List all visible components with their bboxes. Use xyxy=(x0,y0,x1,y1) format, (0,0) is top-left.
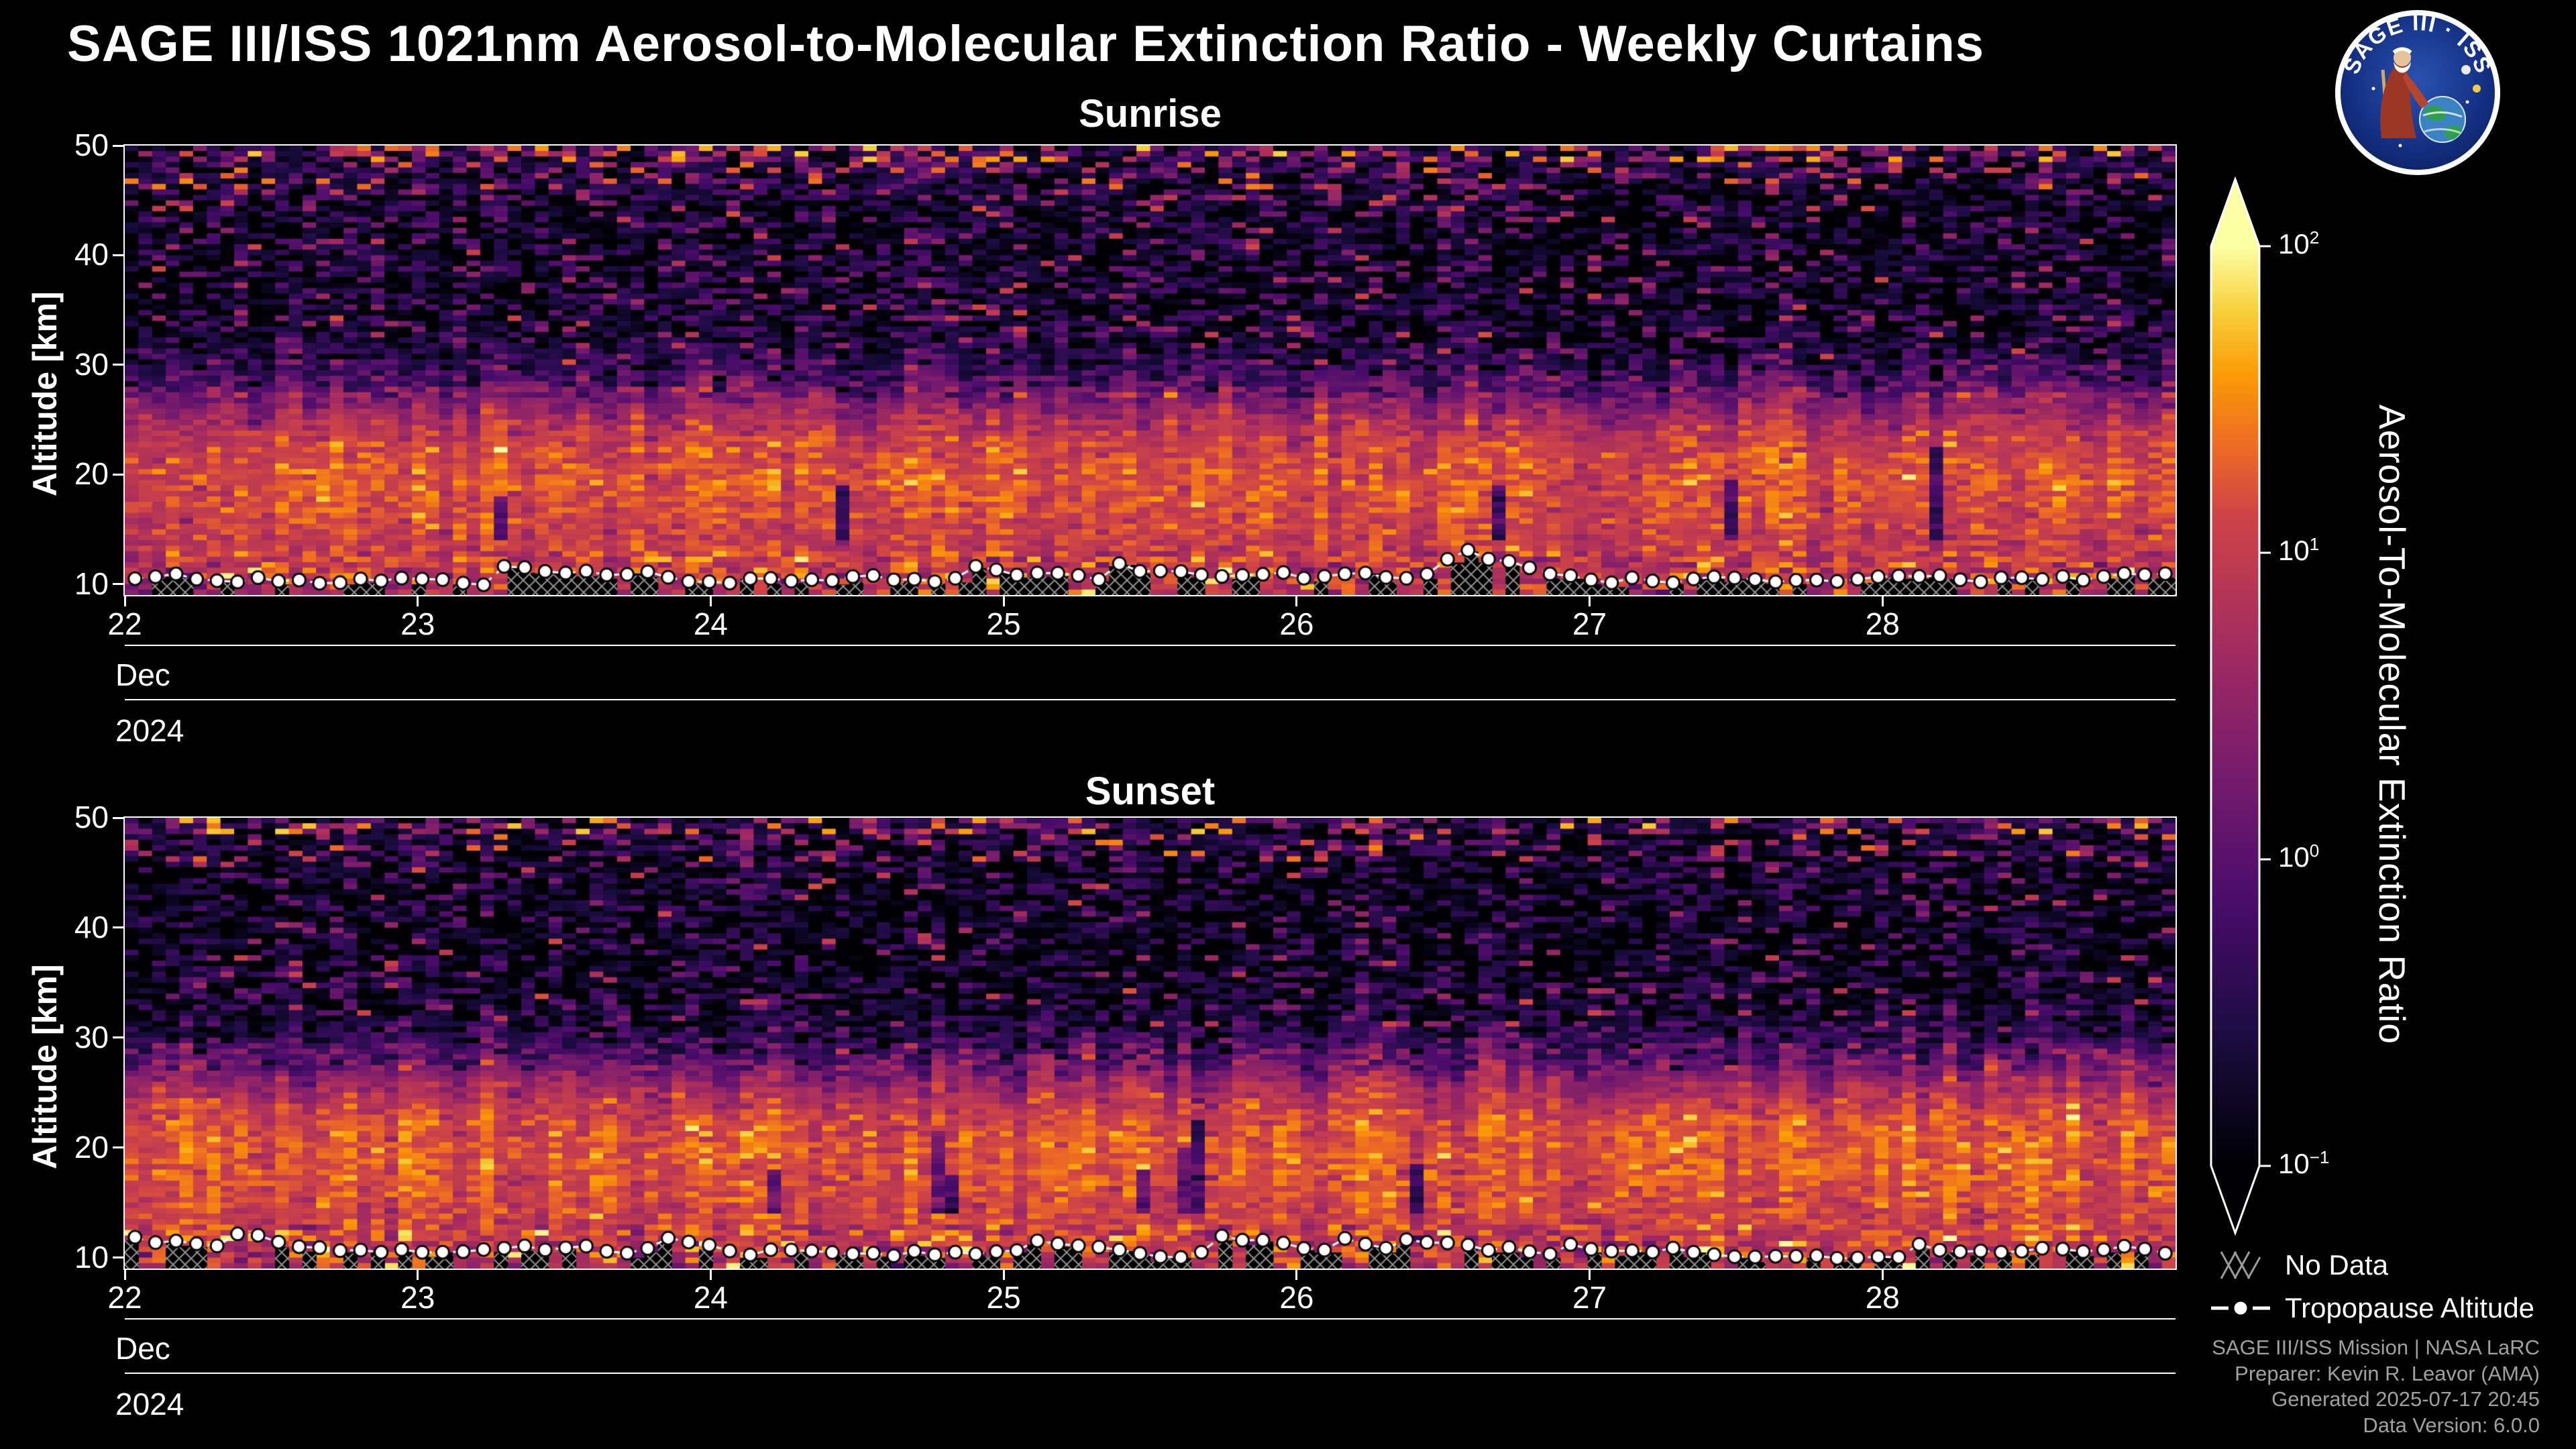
sunset-heatmap-canvas xyxy=(125,818,2176,1269)
x-tick-mark-sunset xyxy=(709,1270,712,1280)
x-tick-mark-sunset xyxy=(1881,1270,1884,1280)
colorbar-tickmarks xyxy=(2259,245,2271,1167)
x-tick-mark-sunset xyxy=(1002,1270,1005,1280)
y-tick-label-sunset: 30 xyxy=(74,1019,109,1055)
sunset-heatmap xyxy=(123,816,2177,1270)
credit-line-mission: SAGE III/ISS Mission | NASA LaRC xyxy=(2212,1336,2540,1360)
y-tick-mark-sunset xyxy=(113,1146,123,1149)
x-tick-label-sunset: 22 xyxy=(107,1280,142,1315)
colorbar-tick-label: 101 xyxy=(2278,534,2320,566)
year-separator-line-sunrise xyxy=(125,699,2176,700)
colorbar-label: Aerosol-To-Molecular Extinction Ratio xyxy=(2371,404,2413,1045)
year-separator-line-sunset xyxy=(125,1373,2176,1374)
x-tick-mark-sunrise xyxy=(123,596,126,606)
x-tick-mark-sunrise xyxy=(1881,596,1884,606)
y-tick-mark-sunrise xyxy=(113,144,123,147)
sun-icon xyxy=(2473,85,2481,93)
x-tick-label-sunset: 26 xyxy=(1279,1280,1314,1315)
y-tick-mark-sunset xyxy=(113,926,123,929)
colorbar-tick-label: 102 xyxy=(2278,227,2320,260)
legend-label-no-data: No Data xyxy=(2285,1249,2389,1281)
y-tick-label-sunset: 50 xyxy=(74,800,109,835)
y-tick-label-sunrise: 40 xyxy=(74,237,109,272)
x-tick-label-sunrise: 22 xyxy=(107,606,142,641)
y-tick-mark-sunset xyxy=(113,816,123,819)
y-tick-label-sunrise: 10 xyxy=(74,566,109,601)
credit-line-preparer: Preparer: Kevin R. Leavor (AMA) xyxy=(2235,1361,2540,1385)
colorbar-bar xyxy=(2210,176,2261,1236)
sunrise-heatmap-canvas xyxy=(125,146,2176,595)
x-tick-mark-sunset xyxy=(1589,1270,1591,1280)
month-separator-line-sunrise xyxy=(125,645,2176,646)
figure-icon xyxy=(2380,47,2428,139)
y-tick-label-sunrise: 20 xyxy=(74,456,109,492)
x-tick-label-sunrise: 23 xyxy=(400,606,435,641)
x-tick-mark-sunrise xyxy=(1589,596,1591,606)
star-icon xyxy=(2371,87,2375,91)
x-tick-label-sunset: 25 xyxy=(986,1280,1021,1315)
y-tick-mark-sunrise xyxy=(113,583,123,586)
legend: No Data Tropopause Altitude xyxy=(2210,1249,2534,1324)
month-label-sunrise: Dec xyxy=(115,657,170,692)
x-tick-mark-sunset xyxy=(1295,1270,1298,1280)
y-tick-mark-sunrise xyxy=(113,254,123,256)
y-tick-label-sunset: 40 xyxy=(74,909,109,945)
no-data-hatch-icon xyxy=(2210,1249,2271,1281)
credits-block: SAGE III/ISS Mission | NASA LaRC Prepare… xyxy=(2212,1335,2540,1438)
month-separator-line-sunset xyxy=(125,1318,2176,1320)
colorbar-tick-label: 10−1 xyxy=(2278,1147,2330,1179)
x-tick-mark-sunset xyxy=(417,1270,419,1280)
x-tick-label-sunset: 24 xyxy=(693,1280,728,1315)
month-label-sunset: Dec xyxy=(115,1331,170,1366)
colorbar-tick-label: 100 xyxy=(2278,841,2320,873)
x-tick-mark-sunrise xyxy=(1002,596,1005,606)
y-tick-label-sunrise: 50 xyxy=(74,127,109,162)
legend-row-tropopause: Tropopause Altitude xyxy=(2210,1292,2534,1324)
year-label-sunrise: 2024 xyxy=(115,713,184,748)
x-tick-label-sunrise: 25 xyxy=(986,606,1021,641)
y-tick-mark-sunset xyxy=(113,1256,123,1259)
x-tick-label-sunset: 28 xyxy=(1865,1280,1900,1315)
x-tick-label-sunset: 27 xyxy=(1572,1280,1607,1315)
y-tick-label-sunset: 20 xyxy=(74,1129,109,1165)
y-tick-label-sunrise: 30 xyxy=(74,346,109,382)
y-tick-mark-sunrise xyxy=(113,473,123,476)
star-icon xyxy=(2465,100,2469,104)
x-tick-label-sunrise: 28 xyxy=(1865,606,1900,641)
legend-row-no-data: No Data xyxy=(2210,1249,2534,1281)
y-tick-mark-sunrise xyxy=(113,364,123,366)
y-tick-label-sunset: 10 xyxy=(74,1239,109,1275)
colorbar xyxy=(2210,176,2271,1236)
x-tick-label-sunrise: 27 xyxy=(1572,606,1607,641)
sunset-panel-title: Sunset xyxy=(1085,769,1216,813)
x-tick-label-sunset: 23 xyxy=(400,1280,435,1315)
tropopause-marker-icon xyxy=(2210,1292,2271,1324)
credit-line-version: Data Version: 6.0.0 xyxy=(2363,1413,2540,1437)
sunrise-panel-title: Sunrise xyxy=(1079,92,1222,136)
year-label-sunset: 2024 xyxy=(115,1387,184,1421)
mission-logo: SAGE III · ISS xyxy=(2333,8,2502,177)
y-tick-mark-sunset xyxy=(113,1036,123,1039)
mission-logo-svg: SAGE III · ISS xyxy=(2335,10,2500,175)
x-tick-label-sunrise: 26 xyxy=(1279,606,1314,641)
figure-title: SAGE III/ISS 1021nm Aerosol-to-Molecular… xyxy=(67,15,1985,72)
legend-label-tropopause: Tropopause Altitude xyxy=(2285,1292,2535,1324)
x-tick-mark-sunset xyxy=(123,1270,126,1280)
sunrise-heatmap xyxy=(123,144,2177,596)
x-tick-mark-sunrise xyxy=(417,596,419,606)
x-tick-mark-sunrise xyxy=(1295,596,1298,606)
credit-line-generated: Generated 2025-07-17 20:45 xyxy=(2271,1387,2540,1411)
star-icon xyxy=(2398,144,2402,148)
moon-icon xyxy=(2461,65,2471,74)
x-tick-mark-sunrise xyxy=(709,596,712,606)
x-tick-label-sunrise: 24 xyxy=(693,606,728,641)
